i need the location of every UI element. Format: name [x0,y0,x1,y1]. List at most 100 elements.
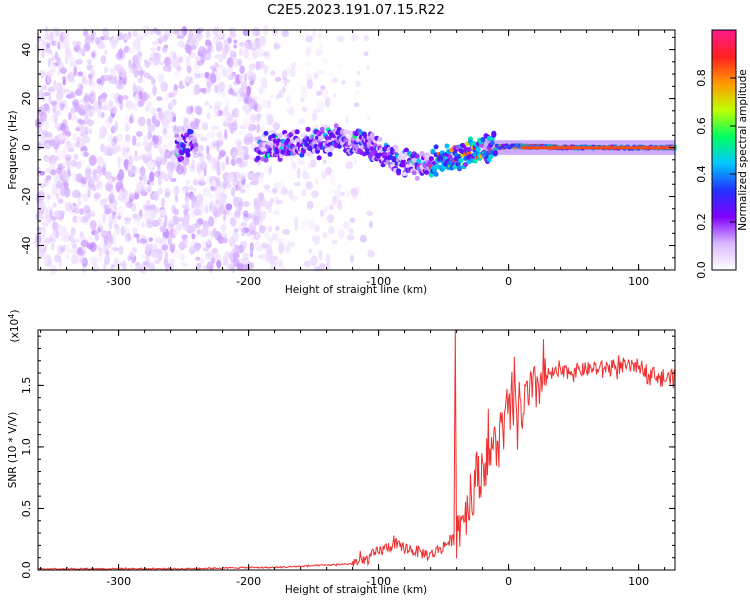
spectrogram-noise-blob [99,183,104,192]
spectrogram-noise-blob [232,252,240,259]
spectrogram-noise-blob [81,75,87,85]
spectrogram-noise-blob [325,253,331,264]
spectrogram-noise-blob [91,230,98,236]
spectrogram-noise-blob [196,60,204,66]
spectrogram-noise-blob [100,129,106,136]
spectrogram-noise-blob [58,139,65,145]
spectrogram-noise-blob [103,262,107,271]
spectrogram-noise-blob [77,246,83,254]
spectrogram-noise-blob [167,235,172,246]
spectrogram-ridge-mark [444,143,450,149]
spectrogram-noise-blob [73,215,77,223]
spectrogram-noise-blob [154,236,161,247]
spectrogram-noise-blob [311,235,315,242]
spectrogram-noise-blob [68,234,74,242]
spectrogram-noise-blob [132,213,138,219]
spectrogram-noise-blob [76,215,83,224]
spectrogram-noise-blob [210,73,217,84]
spectrogram-noise-blob [206,261,214,271]
spectrogram-noise-blob [213,106,219,118]
spectrogram-noise-blob [333,189,342,196]
spectrogram-noise-blob [130,167,138,175]
spectrogram-noise-blob [41,84,48,91]
spectrogram-noise-blob [97,219,102,229]
spectrogram-noise-blob [213,211,221,218]
spectrogram-noise-blob [128,192,135,199]
spectrogram-noise-blob [221,161,226,172]
spectrogram-ridge-mark [177,137,183,142]
x-tick-label: -200 [236,575,261,588]
snr-frame [37,329,676,571]
spectrogram-noise-blob [136,131,143,137]
spectrogram-noise-blob [119,262,124,267]
spectrogram-noise-blob [93,192,102,199]
spectrogram-noise-blob [247,213,253,219]
spectrogram-noise-blob [249,181,258,186]
spectrogram-noise-blob [61,229,69,239]
spectrogram-ridge-mark [180,143,186,148]
spectrogram-noise-blob [220,196,227,206]
spectrogram-noise-blob [257,48,264,58]
spectrogram-noise-blob [258,35,267,47]
spectrogram-noise-blob [163,44,169,49]
spectrogram-noise-blob [243,213,249,218]
spectrogram-noise-blob [290,158,294,165]
spectrogram-noise-blob [350,254,354,263]
spectrogram-noise-blob [145,200,151,206]
spectrogram-noise-blob [204,100,210,107]
spectrogram-noise-blob [91,69,95,78]
spectrogram-noise-blob [331,239,338,245]
spectrogram-noise-blob [149,29,155,36]
spectrogram-ridge-mark [382,151,388,157]
spectrogram-noise-blob [128,116,134,124]
spectrogram-noise-blob [302,172,311,180]
spectrogram-noise-blob [217,81,226,92]
spectrogram-noise-blob [313,72,319,80]
spectrogram-noise-blob [324,262,331,270]
spectrogram-noise-blob [137,77,143,84]
spectrogram-noise-blob [78,109,86,116]
spectrogram-noise-blob [242,201,250,207]
spectrogram-noise-blob [86,64,93,71]
spectrogram-noise-blob [240,221,248,227]
spectrogram-noise-blob [172,215,179,226]
spectrogram-noise-blob [223,213,227,225]
spectrogram-noise-blob [51,242,55,251]
spectrogram-noise-blob [194,55,200,61]
spectrogram-noise-blob [209,204,213,210]
spectrogram-noise-blob [58,258,63,268]
spectrogram-ridge-mark [457,165,462,171]
spectrogram-noise-blob [312,27,316,38]
spectrogram-noise-blob [48,30,52,38]
spectrogram-noise-blob [48,36,53,43]
spectrogram-noise-blob [214,200,221,210]
spectrogram-noise-blob [218,110,223,115]
spectrogram-noise-blob [62,244,70,251]
spectrogram-noise-blob [299,90,308,101]
spectrogram-noise-blob [155,206,160,213]
spectrogram-noise-blob [239,162,243,168]
spectrogram-noise-blob [174,194,178,203]
spectrogram-noise-blob [325,97,331,108]
spectrogram-noise-blob [100,43,106,49]
spectrogram-noise-blob [107,144,113,149]
spectrogram-noise-blob [306,79,313,90]
spectrogram-noise-blob [263,184,270,190]
spectrogram-noise-blob [142,153,146,163]
spectrogram-ridge-mark [263,130,269,136]
spectrogram-noise-blob [236,94,243,103]
spectrogram-noise-blob [77,196,82,207]
spectrogram-ridge-mark [179,156,185,161]
spectrogram-noise-blob [109,266,115,271]
spectrogram-noise-blob [301,189,307,197]
spectrogram-ridge-mark [333,123,339,129]
spectrogram-noise-blob [208,202,214,214]
y-tick-label: 1.5 [20,377,33,395]
spectrogram-noise-blob [294,163,298,169]
spectrogram-noise-blob [239,73,244,82]
spectrogram-noise-blob [84,79,89,86]
spectrogram-noise-blob [160,36,164,42]
y-tick-label: 20 [20,92,33,106]
spectrogram-noise-blob [110,246,115,257]
spectrogram-noise-blob [123,149,130,159]
